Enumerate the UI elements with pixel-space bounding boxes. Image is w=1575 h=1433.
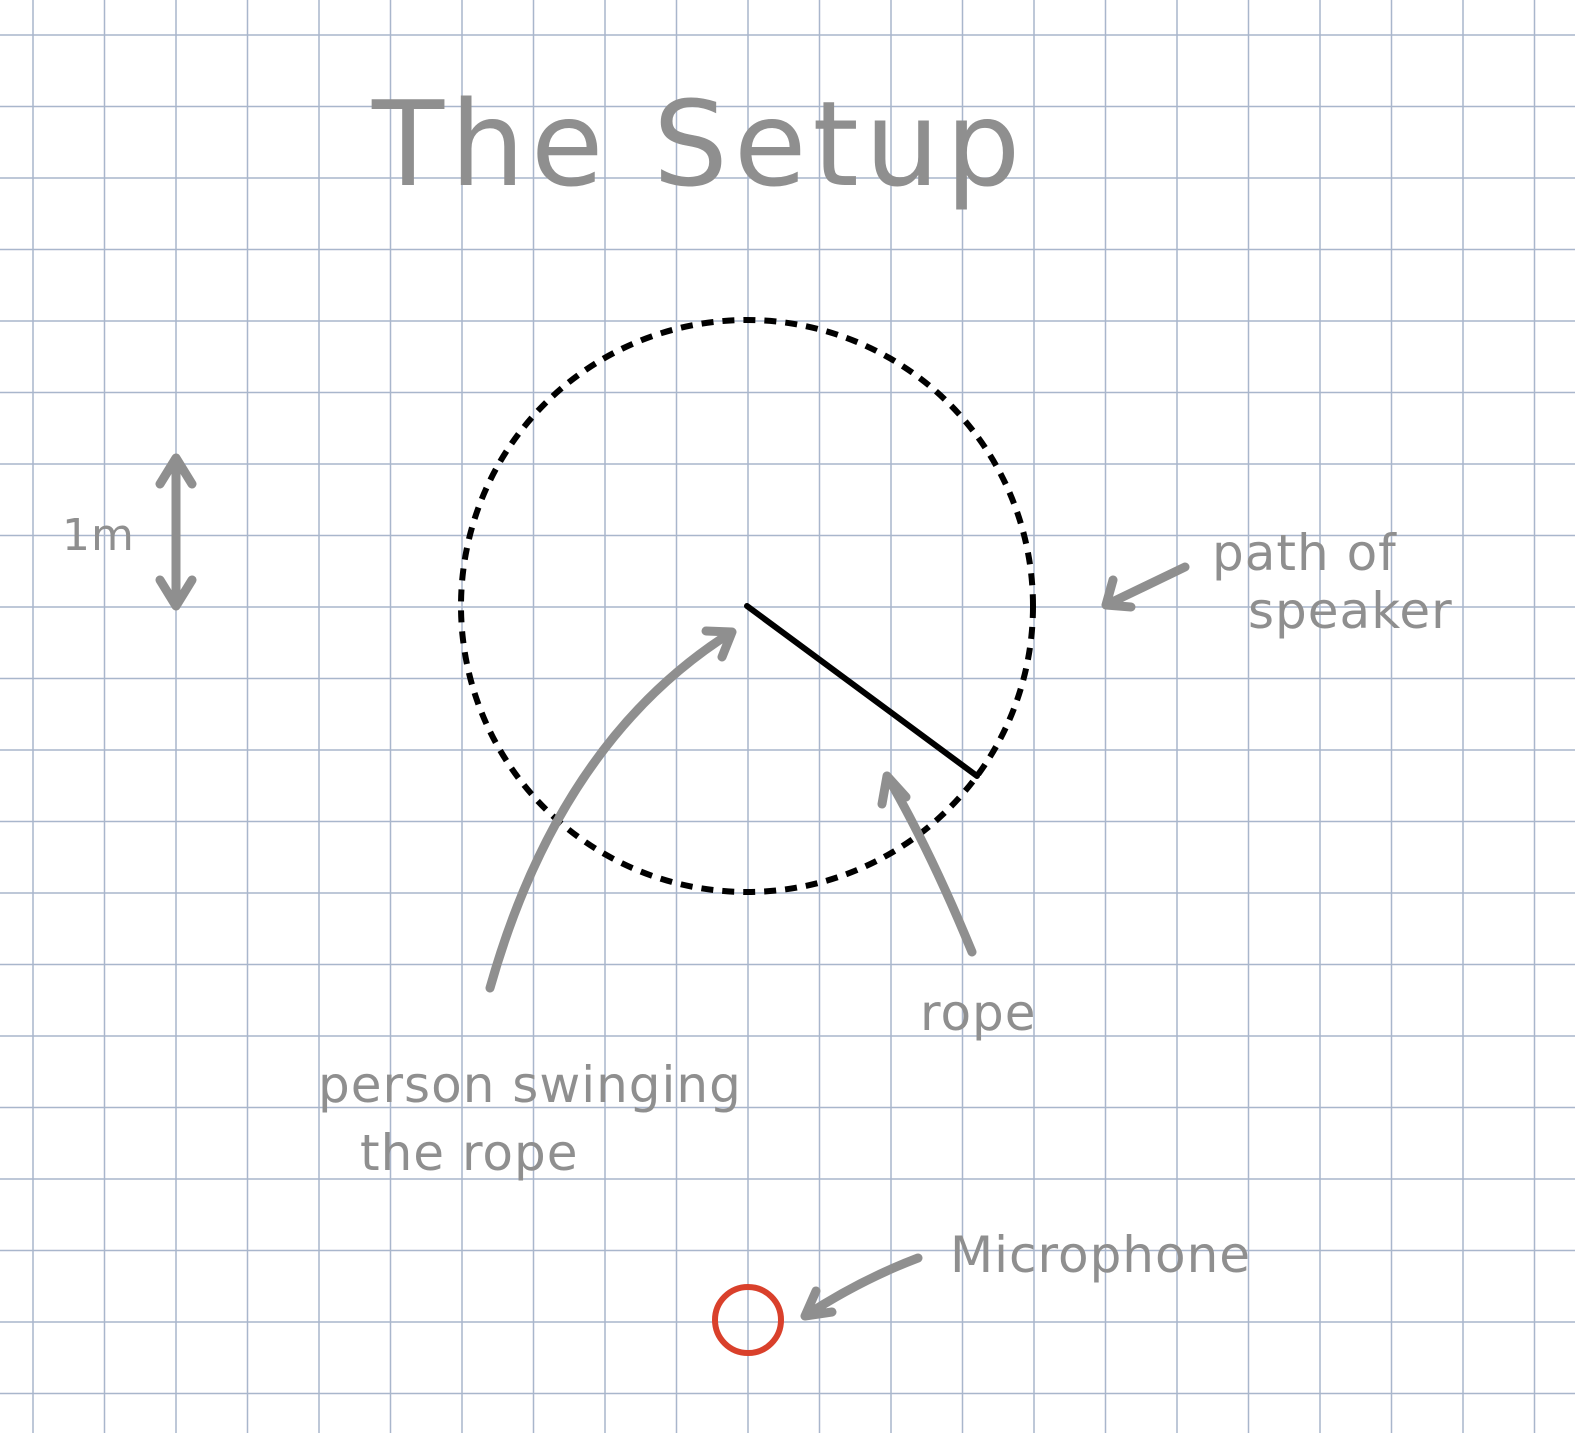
person-arrow-icon xyxy=(485,626,737,993)
rope-arrow-icon xyxy=(877,771,977,957)
scale-double-arrow-icon xyxy=(155,453,197,611)
speaker-path-label-line2: speaker xyxy=(1248,582,1453,640)
microphone-label: Microphone xyxy=(950,1226,1251,1284)
microphone-annotation: Microphone xyxy=(712,1226,1251,1356)
speaker-path-arrow-icon xyxy=(1101,562,1190,612)
person-label-line2: the rope xyxy=(360,1124,579,1182)
microphone-icon xyxy=(712,1284,784,1356)
speaker-path-circle xyxy=(458,317,1036,895)
scale-label: 1m xyxy=(62,510,135,561)
rope-annotation: rope xyxy=(877,771,1037,1042)
rope-line xyxy=(744,603,980,779)
speaker-path-annotation: path of speaker xyxy=(1101,524,1453,640)
person-annotation: person swinging the rope xyxy=(318,626,742,1182)
diagram-title: The Setup xyxy=(371,75,1026,213)
scale-indicator: 1m xyxy=(62,453,197,611)
speaker-path-label-line1: path of xyxy=(1212,524,1397,582)
rope-label: rope xyxy=(920,984,1037,1042)
microphone-arrow-icon xyxy=(800,1253,923,1321)
person-label-line1: person swinging xyxy=(318,1056,742,1114)
